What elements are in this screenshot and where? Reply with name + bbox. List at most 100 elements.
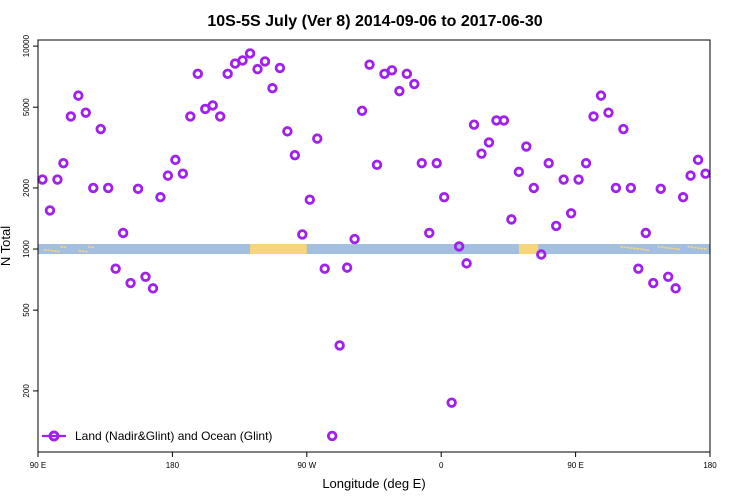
x-tick-label: 180 bbox=[166, 461, 180, 470]
data-point bbox=[95, 123, 106, 135]
data-point bbox=[438, 192, 450, 203]
island-mark bbox=[78, 250, 81, 252]
data-point bbox=[326, 430, 338, 442]
data-point bbox=[580, 157, 592, 169]
island-mark bbox=[57, 250, 60, 253]
island-mark bbox=[60, 246, 63, 248]
data-point bbox=[468, 119, 480, 130]
island-mark bbox=[657, 246, 661, 248]
island-mark bbox=[91, 246, 94, 249]
data-point bbox=[267, 83, 278, 94]
data-point bbox=[506, 214, 517, 225]
data-point bbox=[498, 115, 510, 126]
y-axis: 200 500 1000 2000 5000 10000 bbox=[22, 34, 38, 398]
island-mark bbox=[646, 249, 650, 251]
island-mark bbox=[700, 247, 704, 250]
data-point bbox=[662, 271, 674, 282]
data-point bbox=[252, 63, 263, 75]
x-axis: 90 E 180 90 W 0 90 E 180 bbox=[30, 452, 717, 470]
data-point bbox=[371, 159, 383, 171]
island-mark bbox=[633, 247, 637, 250]
land-ocean-strip bbox=[38, 244, 710, 255]
legend-label: Land (Nadir&Glint) and Ocean (Glint) bbox=[75, 429, 272, 443]
island-mark bbox=[636, 248, 640, 250]
data-point bbox=[618, 123, 629, 135]
data-point bbox=[543, 157, 554, 169]
y-tick-label: 200 bbox=[22, 384, 31, 398]
x-tick-label: 180 bbox=[703, 461, 717, 470]
data-point bbox=[431, 157, 442, 169]
island-mark bbox=[704, 248, 707, 250]
data-point bbox=[207, 100, 218, 111]
data-point bbox=[147, 283, 159, 294]
island-mark bbox=[640, 248, 643, 251]
island-mark bbox=[88, 246, 91, 248]
island-mark bbox=[620, 246, 623, 248]
data-point bbox=[304, 194, 315, 205]
island-mark bbox=[677, 248, 680, 251]
data-point bbox=[73, 90, 84, 101]
island-mark bbox=[43, 249, 47, 251]
y-tick-label: 2000 bbox=[22, 178, 31, 196]
data-point bbox=[162, 170, 174, 181]
data-point bbox=[244, 48, 256, 59]
data-point bbox=[550, 220, 562, 232]
data-point bbox=[610, 182, 622, 194]
data-point bbox=[685, 170, 696, 181]
island-mark bbox=[694, 246, 697, 249]
island-mark bbox=[690, 246, 694, 249]
land-segment bbox=[250, 244, 307, 255]
data-point bbox=[640, 227, 651, 239]
x-tick-label: 90 W bbox=[297, 461, 316, 470]
data-point bbox=[341, 262, 353, 273]
island-mark bbox=[687, 246, 691, 248]
data-point bbox=[319, 263, 330, 274]
data-point bbox=[700, 168, 711, 179]
data-point bbox=[595, 90, 607, 101]
data-point bbox=[521, 141, 532, 152]
data-point bbox=[312, 133, 323, 144]
island-mark bbox=[674, 248, 677, 250]
data-point bbox=[409, 78, 420, 90]
data-point bbox=[446, 397, 457, 408]
data-point bbox=[52, 174, 63, 185]
island-mark bbox=[670, 247, 674, 250]
legend-marker bbox=[48, 430, 60, 442]
legend: Land (Nadir&Glint) and Ocean (Glint) bbox=[42, 429, 272, 443]
data-point bbox=[297, 229, 308, 240]
data-point bbox=[222, 68, 233, 80]
y-tick-label: 1000 bbox=[22, 240, 31, 258]
data-point bbox=[274, 62, 286, 74]
data-point bbox=[65, 111, 77, 122]
data-point bbox=[453, 241, 465, 252]
island-mark bbox=[664, 246, 667, 249]
island-mark bbox=[53, 250, 57, 252]
data-point bbox=[37, 174, 48, 185]
data-point bbox=[44, 205, 56, 216]
data-point bbox=[289, 149, 301, 161]
data-point bbox=[573, 174, 584, 185]
plot-frame bbox=[37, 39, 711, 453]
data-point bbox=[117, 227, 129, 239]
data-point bbox=[259, 56, 271, 67]
data-point bbox=[648, 277, 659, 289]
island-mark bbox=[63, 246, 67, 249]
y-axis-label: N Total bbox=[0, 226, 13, 266]
island-mark bbox=[630, 247, 633, 249]
data-point bbox=[88, 182, 99, 194]
data-point bbox=[237, 55, 248, 66]
data-point bbox=[185, 111, 196, 122]
island-mark bbox=[623, 246, 627, 249]
data-point bbox=[334, 340, 345, 351]
data-point bbox=[528, 182, 539, 194]
island-mark bbox=[697, 247, 700, 249]
x-tick-label: 0 bbox=[439, 461, 444, 470]
island-mark bbox=[47, 249, 50, 252]
data-points bbox=[37, 48, 711, 442]
data-point bbox=[424, 227, 435, 239]
data-point bbox=[155, 192, 166, 203]
island-mark bbox=[84, 250, 88, 253]
data-point bbox=[356, 105, 368, 116]
island-mark bbox=[81, 250, 85, 253]
y-tick-label: 500 bbox=[22, 303, 31, 317]
